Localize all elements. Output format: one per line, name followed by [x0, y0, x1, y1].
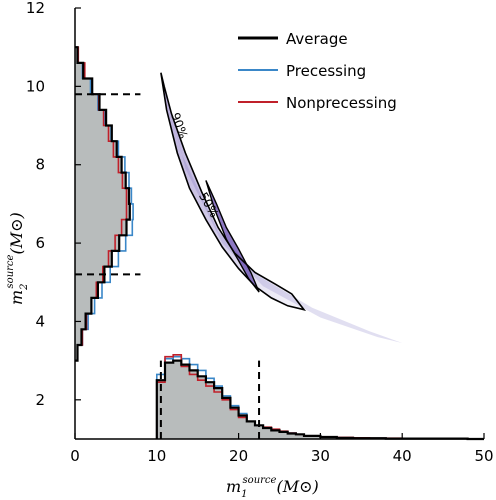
y-tick-label-2: 6 [35, 234, 45, 252]
axis-labels: m1source(M⊙) m2source(M⊙) [5, 212, 319, 500]
x-tick-label-3: 30 [311, 447, 330, 465]
y-tick-label-5: 12 [26, 0, 45, 17]
histogram-layer [75, 46, 485, 441]
contour-90 [160, 72, 307, 312]
legend-label-precessing: Precessing [286, 62, 366, 80]
interval-layer [75, 93, 261, 439]
y-tick-label-3: 8 [35, 156, 45, 174]
legend-label-average: Average [286, 30, 348, 48]
y-tick-label-4: 10 [26, 77, 45, 95]
m2-histogram-fill [75, 47, 130, 361]
axes-layer: 0 10 20 30 40 50 2 4 6 8 10 12 [26, 0, 494, 465]
m1-histogram-fill [156, 360, 485, 439]
m2-histogram-average [75, 46, 131, 362]
x-tick-label-4: 40 [393, 447, 412, 465]
legend: Average Precessing Nonprecessing [238, 30, 397, 112]
m1-histogram-average [155, 359, 484, 441]
x-axis-label: m1source(M⊙) [226, 475, 319, 500]
x-tick-label-0: 0 [70, 447, 80, 465]
x-tick-label-5: 50 [474, 447, 493, 465]
legend-label-nonprecessing: Nonprecessing [286, 94, 397, 112]
contour-labels: 90% 50% [168, 111, 221, 220]
contour-50 [205, 180, 260, 293]
y-axis-label: m2source(M⊙) [5, 212, 30, 305]
y-tick-label-1: 4 [35, 312, 45, 330]
y-tick-label-0: 2 [35, 391, 45, 409]
contour-layer [160, 72, 307, 312]
x-tick-label-2: 20 [229, 447, 248, 465]
x-tick-label-1: 10 [147, 447, 166, 465]
posterior-density-90 [160, 72, 304, 310]
